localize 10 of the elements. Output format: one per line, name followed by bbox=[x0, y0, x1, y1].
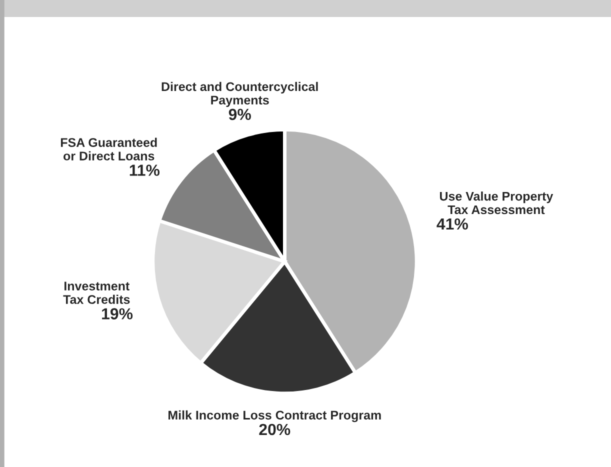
data-label: 41% bbox=[436, 218, 468, 230]
slice-label: Investment Tax Credits bbox=[63, 282, 130, 304]
slice-label: Direct and Countercyclical Payments bbox=[162, 82, 318, 108]
data-label: 11% bbox=[130, 164, 160, 176]
slice-label: Milk Income Loss Contract Program bbox=[168, 410, 381, 422]
data-label: 20% bbox=[259, 424, 290, 436]
data-label: 19% bbox=[102, 308, 133, 320]
data-label: 9% bbox=[228, 108, 251, 120]
slice-label: Use Value Property Tax Assessment bbox=[440, 192, 554, 214]
slice-label: FSA Guaranteed or Direct Loans bbox=[60, 138, 157, 160]
